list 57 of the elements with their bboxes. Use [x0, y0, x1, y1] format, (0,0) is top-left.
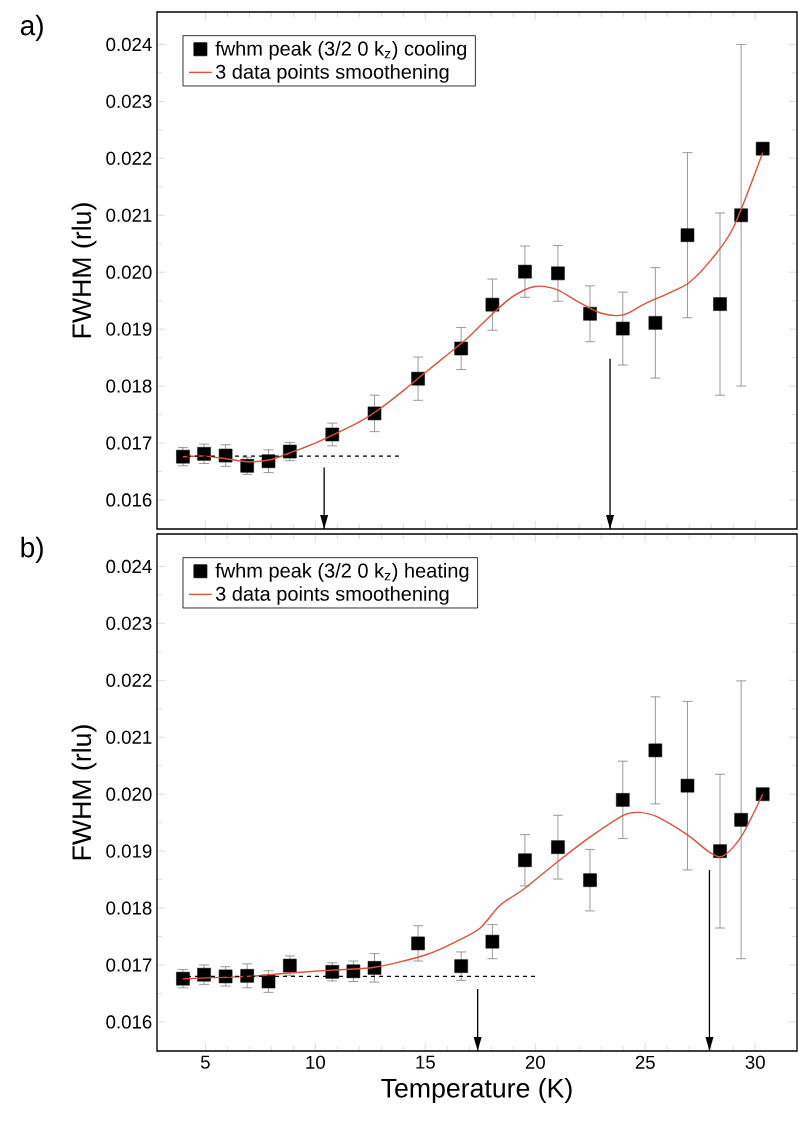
legend-label: fwhm peak (3/2 0 k$_{z}$) heating: [215, 563, 469, 582]
y-tick-label: 0.022: [106, 151, 152, 165]
point: [583, 873, 597, 887]
y-tick-label: 0.024: [106, 37, 152, 52]
y-tick-label: 0.016: [106, 1015, 152, 1029]
point: [261, 974, 276, 989]
y-tick-label: 0.023: [106, 94, 152, 109]
x-axis-title: Temperature (K): [381, 1078, 572, 1103]
point: [485, 934, 500, 949]
y-tick-label: 0.021: [106, 730, 152, 744]
point: [680, 228, 695, 242]
point: [551, 266, 565, 281]
y-tick-label: 0.021: [106, 208, 152, 222]
chart-title: a): [20, 14, 43, 41]
chart-title: b): [21, 536, 43, 563]
point: [616, 321, 630, 336]
point: [454, 341, 468, 356]
point: [518, 264, 532, 279]
point: [485, 297, 500, 312]
point: [454, 959, 468, 973]
y-tick-label: 0.023: [106, 616, 152, 631]
point: [411, 936, 425, 951]
x-tick-label: 10: [306, 1055, 326, 1069]
point: [648, 316, 663, 330]
x-tick-label: 15: [416, 1055, 435, 1069]
point: [518, 853, 532, 868]
y-tick-label: 0.019: [106, 844, 152, 858]
y-tick-label: 0.018: [106, 379, 152, 393]
y-tick-label: 0.017: [106, 436, 152, 450]
point: [755, 141, 770, 156]
y-tick-label: 0.024: [106, 559, 152, 574]
point: [551, 840, 565, 854]
point: [713, 297, 727, 311]
y-tick-label: 0.020: [106, 787, 152, 801]
point: [240, 969, 254, 983]
y-tick-label: 0.017: [106, 958, 152, 972]
y-tick-label: 0.020: [106, 265, 152, 279]
legend-label: fwhm peak (3/2 0 k$_{z}$) cooling: [215, 41, 467, 60]
point: [648, 743, 663, 758]
y-axis-title: FWHM (rlu): [71, 203, 97, 338]
x-tick-label: 5: [200, 1055, 210, 1069]
y-axis-title: FWHM (rlu): [71, 725, 97, 860]
x-tick-label: 20: [525, 1055, 545, 1069]
point: [583, 307, 597, 321]
x-tick-label: 25: [635, 1055, 655, 1069]
point: [616, 793, 630, 807]
y-tick-label: 0.018: [106, 901, 152, 915]
point: [755, 787, 770, 801]
y-tick-label: 0.022: [106, 673, 152, 687]
y-tick-label: 0.019: [106, 322, 152, 336]
y-tick-label: 0.016: [106, 493, 152, 507]
x-tick-label: 30: [745, 1055, 765, 1069]
point: [680, 778, 695, 793]
point: [734, 813, 748, 827]
legend-label: 3 data points smoothening: [215, 64, 449, 83]
point: [197, 447, 211, 461]
legend-label: 3 data points smoothening: [215, 586, 449, 605]
